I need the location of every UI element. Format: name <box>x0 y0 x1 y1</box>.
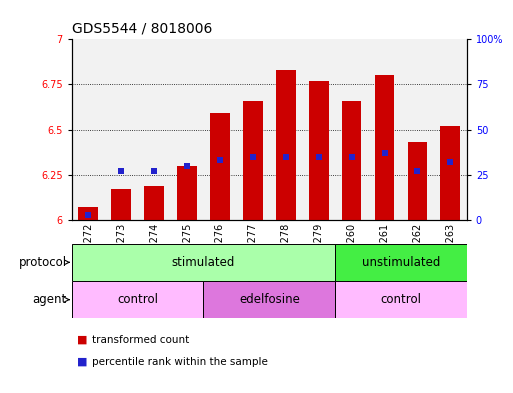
Bar <box>441 126 460 220</box>
Text: agent: agent <box>32 293 67 306</box>
Bar <box>72 244 335 281</box>
Bar <box>177 166 197 220</box>
Text: GDS5544 / 8018006: GDS5544 / 8018006 <box>72 21 212 35</box>
Bar <box>78 208 98 220</box>
Text: protocol: protocol <box>18 256 67 269</box>
Bar <box>368 39 401 220</box>
Bar <box>144 186 164 220</box>
Text: transformed count: transformed count <box>92 335 190 345</box>
Text: control: control <box>381 293 422 306</box>
Bar <box>243 101 263 220</box>
Bar <box>204 39 236 220</box>
Text: percentile rank within the sample: percentile rank within the sample <box>92 356 268 367</box>
Text: unstimulated: unstimulated <box>362 256 440 269</box>
Text: stimulated: stimulated <box>172 256 235 269</box>
Bar <box>407 142 427 220</box>
Bar <box>72 39 105 220</box>
Bar <box>342 101 362 220</box>
Bar <box>72 281 204 318</box>
Bar <box>236 39 269 220</box>
Bar <box>335 281 467 318</box>
Bar <box>335 39 368 220</box>
Bar <box>309 81 328 220</box>
Text: ■: ■ <box>77 335 87 345</box>
Bar <box>204 281 335 318</box>
Bar <box>137 39 170 220</box>
Bar <box>111 189 131 220</box>
Bar <box>335 244 467 281</box>
Bar <box>302 39 335 220</box>
Bar <box>269 39 302 220</box>
Text: edelfosine: edelfosine <box>239 293 300 306</box>
Bar <box>105 39 137 220</box>
Text: control: control <box>117 293 158 306</box>
Bar <box>401 39 434 220</box>
Bar <box>434 39 467 220</box>
Text: ■: ■ <box>77 356 87 367</box>
Bar <box>374 75 394 220</box>
Bar <box>170 39 204 220</box>
Bar <box>276 70 295 220</box>
Bar <box>210 114 230 220</box>
